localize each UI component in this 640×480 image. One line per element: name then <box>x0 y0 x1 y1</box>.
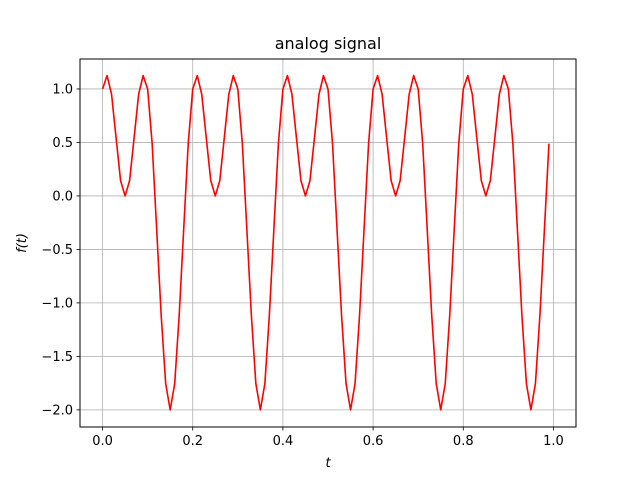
y-tick-label: −1.0 <box>41 296 73 311</box>
y-axis-label: f(t) <box>15 233 30 253</box>
x-tick-labels: 0.0 0.2 0.4 0.6 0.8 1.0 <box>92 434 564 449</box>
x-tick-label: 0.0 <box>92 434 113 449</box>
y-tick-label: 1.0 <box>52 82 73 97</box>
x-tick-label: 0.8 <box>453 434 474 449</box>
plot-area <box>101 74 550 411</box>
axes-frame <box>79 58 577 428</box>
y-tick-label: −1.5 <box>41 350 73 365</box>
y-tick-label: −0.5 <box>41 243 73 258</box>
tick-marks <box>76 88 554 431</box>
chart-title: analog signal <box>275 34 382 53</box>
x-axis-label: t <box>325 456 331 471</box>
x-tick-label: 0.4 <box>273 434 294 449</box>
x-tick-label: 1.0 <box>543 434 564 449</box>
x-tick-label: 0.6 <box>363 434 384 449</box>
y-tick-label: −2.0 <box>41 403 73 418</box>
y-tick-label: 0.5 <box>52 136 73 151</box>
signal-line <box>101 74 550 411</box>
grid-lines <box>80 59 576 427</box>
x-tick-label: 0.2 <box>182 434 203 449</box>
y-tick-labels: 1.0 0.5 0.0 −0.5 −1.0 −1.5 −2.0 <box>41 82 73 418</box>
y-tick-label: 0.0 <box>52 189 73 204</box>
